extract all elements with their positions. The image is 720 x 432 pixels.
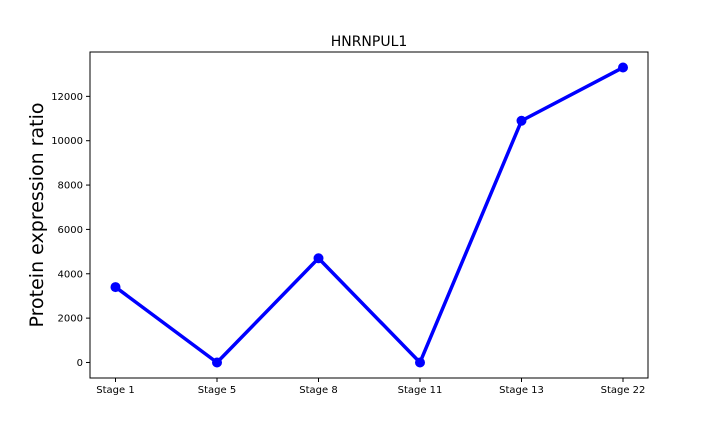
x-tick-label: Stage 8: [299, 385, 337, 396]
y-tick-label: 0: [77, 358, 83, 369]
data-point: [212, 357, 222, 368]
x-tick-label: Stage 5: [198, 385, 236, 396]
y-tick-label: 12000: [51, 92, 83, 103]
x-tick-label: Stage 11: [398, 385, 443, 396]
x-tick-label: Stage 1: [96, 385, 134, 396]
series-layer: [110, 62, 628, 368]
series-line: [114, 65, 624, 365]
y-tick-label: 6000: [58, 225, 83, 236]
y-tick-label: 8000: [58, 181, 83, 192]
x-tick-label: Stage 13: [499, 385, 544, 396]
x-axis: Stage 1 Stage 5 Stage 8 Stage 11 Stage 13 Sta…: [96, 378, 645, 396]
x-tick-label: Stage 22: [601, 385, 646, 396]
data-point: [516, 115, 527, 126]
chart-title: HNRNPUL1: [331, 34, 408, 50]
data-point: [618, 62, 628, 73]
data-point: [415, 357, 425, 368]
data-point: [110, 282, 121, 293]
y-axis-label: Protein expression ratio: [26, 103, 48, 328]
data-point: [313, 253, 324, 264]
plot-area-frame: [89, 51, 649, 379]
y-axis: 0 2000 4000 6000 8000 10000 12000: [51, 92, 90, 369]
y-tick-label: 10000: [51, 136, 83, 147]
y-tick-label: 4000: [58, 269, 83, 280]
y-tick-label: 2000: [58, 314, 83, 325]
